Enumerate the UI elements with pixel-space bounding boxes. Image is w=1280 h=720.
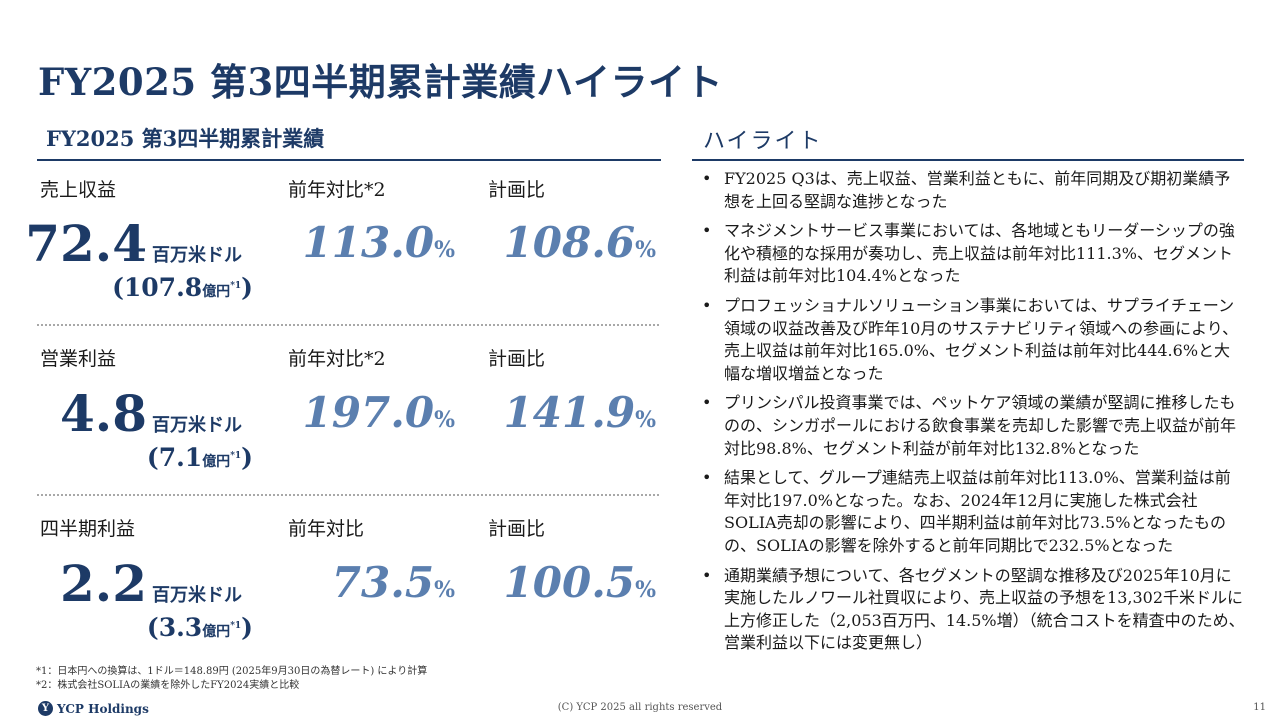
metric-divider <box>37 494 659 496</box>
logo-text: YCP Holdings <box>57 701 149 716</box>
metric-value-revenue: 72.4 <box>25 214 147 273</box>
metric-unit-quarterly-profit: 百万米ドル <box>152 585 242 606</box>
metric-plan-value-operating-profit: 141.9% <box>503 388 656 437</box>
metric-yoy-label-revenue: 前年対比*2 <box>288 179 386 201</box>
metric-value-operating-profit: 4.8 <box>60 384 147 443</box>
highlights-heading-rule <box>692 159 1244 161</box>
highlights-list: FY2025 Q3は、売上収益、営業利益ともに、前年同期及び期初業績予想を上回る… <box>700 168 1245 662</box>
company-logo: Y YCP Holdings <box>38 701 149 716</box>
metric-yoy-value-quarterly-profit: 73.5% <box>331 558 455 607</box>
highlight-bullet-1: FY2025 Q3は、売上収益、営業利益ともに、前年同期及び期初業績予想を上回る… <box>700 168 1245 213</box>
copyright-text: (C) YCP 2025 all rights reserved <box>557 702 723 713</box>
highlights-heading: ハイライト <box>703 129 823 154</box>
metric-plan-label-quarterly-profit: 計画比 <box>488 518 546 540</box>
metric-plan-label-revenue: 計画比 <box>488 179 546 201</box>
metric-yoy-value-revenue: 113.0% <box>302 218 455 267</box>
highlight-bullet-2: マネジメントサービス事業においては、各地域ともリーダーシップの強化や積極的な採用… <box>700 220 1245 288</box>
metric-yen-operating-profit: (7.1億円*1) <box>146 443 253 472</box>
metric-plan-value-revenue: 108.6% <box>503 218 656 267</box>
footnote-2: *2：株式会社SOLIAの業績を除外したFY2024実績と比較 <box>36 680 300 691</box>
metric-divider <box>37 324 659 326</box>
left-heading-rule <box>37 159 661 161</box>
metric-label-operating-profit: 営業利益 <box>40 348 117 370</box>
highlight-bullet-6: 通期業績予想について、各セグメントの堅調な推移及び2025年10月に実施したルノ… <box>700 565 1245 655</box>
metric-plan-label-operating-profit: 計画比 <box>488 348 546 370</box>
highlight-bullet-5: 結果として、グループ連結売上収益は前年対比113.0%、営業利益は前年対比197… <box>700 467 1245 557</box>
footnote-1: *1：日本円への換算は、1ドル＝148.89円 (2025年9月30日の為替レー… <box>36 666 428 677</box>
highlight-bullet-3: プロフェッショナルソリューション事業においては、サプライチェーン領域の収益改善及… <box>700 295 1245 385</box>
metric-value-quarterly-profit: 2.2 <box>60 554 147 613</box>
metric-yoy-value-operating-profit: 197.0% <box>302 388 455 437</box>
metric-unit-operating-profit: 百万米ドル <box>152 415 242 436</box>
metric-plan-value-quarterly-profit: 100.5% <box>503 558 656 607</box>
page-title: FY2025 第3四半期累計業績ハイライト <box>38 60 724 104</box>
metric-yoy-label-operating-profit: 前年対比*2 <box>288 348 386 370</box>
highlight-bullet-4: プリンシパル投資事業では、ペットケア領域の業績が堅調に推移したものの、シンガポー… <box>700 392 1245 460</box>
metric-yen-quarterly-profit: (3.3億円*1) <box>146 613 253 642</box>
metric-yoy-label-quarterly-profit: 前年対比 <box>288 518 365 540</box>
left-section-heading: FY2025 第3四半期累計業績 <box>46 126 325 151</box>
page-number: 11 <box>1253 702 1266 713</box>
metric-yen-revenue: (107.8億円*1) <box>112 273 253 302</box>
logo-icon: Y <box>38 701 53 716</box>
metric-unit-revenue: 百万米ドル <box>152 245 242 266</box>
metric-label-revenue: 売上収益 <box>40 179 117 201</box>
metric-label-quarterly-profit: 四半期利益 <box>40 518 136 540</box>
